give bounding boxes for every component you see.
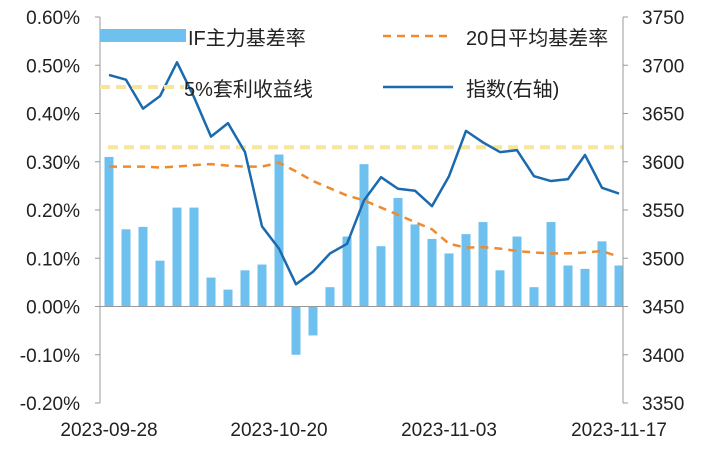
basis-bar [376,246,386,307]
left-tick-label: 0.40% [26,105,80,126]
left-tick-label: 0.10% [26,249,80,270]
index-line [108,61,620,286]
basis-bar [274,154,284,307]
basis-bar [580,268,590,307]
basis-bar [172,207,182,307]
legend-label-ma20: 20日平均基差率 [466,27,608,50]
basis-bar [393,197,403,307]
legend-label-index: 指数(右轴) [466,78,559,101]
basis-bar [104,156,114,307]
basis-bar [512,236,522,307]
right-axis-ticks: 3350 3400 3450 3500 3550 3600 3650 3700 3750 [623,8,684,415]
basis-bar [427,238,437,307]
basis-bar [240,270,250,307]
basis-bar [155,260,165,307]
basis-bar [563,265,573,307]
x-axis-ticks: 2023-09-28 2023-10-20 2023-11-03 2023-11-17 [60,420,666,441]
legend-swatch-basis [100,29,186,42]
series-lines [108,61,620,286]
axes [99,17,624,403]
right-tick-label: 3750 [642,8,684,29]
left-tick-label: 0.20% [26,201,80,222]
basis-bar [308,306,318,336]
basis-bar [546,222,556,307]
basis-bar [461,234,471,307]
right-tick-label: 3600 [642,153,684,174]
left-axis-ticks: -0.20% -0.10% 0.00% 0.10% 0.20% 0.30% 0.40% 0.5… [20,8,100,415]
right-tick-label: 3700 [642,56,684,77]
basis-bar [121,229,131,307]
basis-bar [342,236,352,307]
basis-bar [529,287,539,307]
legend: IF主力基差率 20日平均基差率 5%套利收益线 指数(右轴) [100,27,608,101]
basis-bar [478,222,488,307]
left-tick-label: -0.20% [20,394,80,415]
basis-bar [325,287,335,307]
basis-bar [597,241,607,307]
left-tick-label: 0.60% [26,8,80,29]
x-tick-label: 2023-11-17 [571,420,667,441]
right-tick-label: 3500 [642,249,684,270]
x-tick-label: 2023-11-03 [401,420,497,441]
basis-bar [410,224,420,307]
right-tick-label: 3450 [642,298,684,319]
left-tick-label: -0.10% [20,346,80,367]
right-tick-label: 3550 [642,201,684,222]
basis-bar [189,207,199,307]
basis-bar [444,253,454,307]
right-tick-label: 3650 [642,105,684,126]
x-tick-label: 2023-10-20 [230,420,327,441]
left-tick-label: 0.00% [26,298,80,319]
basis-bar [495,270,505,307]
basis-bar [206,277,216,307]
ma20-line [109,161,620,258]
right-tick-label: 3400 [642,346,684,367]
basis-bar [138,226,148,307]
left-tick-label: 0.50% [26,56,80,77]
basis-bar [257,264,267,307]
basis-rate-bars [104,154,624,355]
basis-bar [291,306,301,355]
basis-bar [614,265,624,307]
right-tick-label: 3350 [642,394,684,415]
legend-label-threshold: 5%套利收益线 [184,78,313,101]
x-tick-label: 2023-09-28 [60,420,157,441]
legend-label-basis: IF主力基差率 [188,27,306,50]
basis-bar [223,289,233,307]
basis-bar [359,164,369,307]
left-tick-label: 0.30% [26,153,80,174]
